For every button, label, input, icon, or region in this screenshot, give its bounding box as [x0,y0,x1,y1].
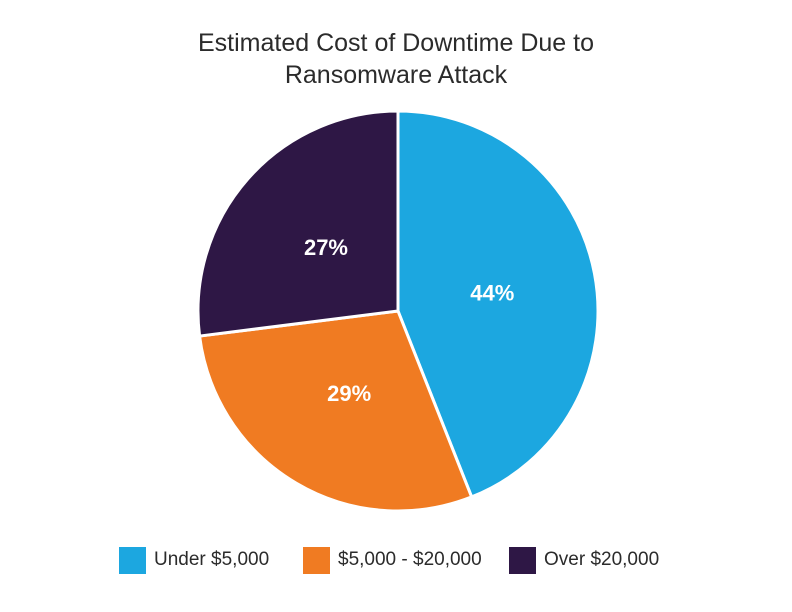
pie-slice-under-5000[interactable] [396,109,600,499]
pie-slice-over-20000[interactable] [196,109,400,338]
pie-slices [196,109,600,513]
legend-item-over-20000[interactable]: Over $20,000 [509,544,659,576]
legend-swatch-over-20000 [509,546,536,574]
legend-label-under-5000: Under $5,000 [154,549,270,570]
pie-slice-5000-20000[interactable] [198,309,474,513]
legend: Under $5,000 $5,000 - $20,000 Over $20,0… [0,544,792,576]
legend-item-under-5000[interactable]: Under $5,000 [119,544,269,576]
chart-title-line-2: Ransomware Attack [284,61,508,89]
data-label-under-5000: 44% [470,281,514,306]
legend-label-5000-20000: $5,000 - $20,000 [338,549,482,570]
legend-label-over-20000: Over $20,000 [544,549,660,570]
data-label-over-20000: 27% [304,235,348,260]
data-label-5000-20000: 29% [327,381,371,406]
pie-data-labels: 44% 29% 27% [304,235,514,406]
chart-title: Estimated Cost of Downtime Due to Ransom… [146,27,646,91]
legend-item-5000-20000[interactable]: $5,000 - $20,000 [303,544,482,576]
legend-swatch-5000-20000 [303,546,330,574]
chart-title-line-1: Estimated Cost of Downtime Due to [198,29,594,57]
legend-swatch-under-5000 [119,546,146,574]
